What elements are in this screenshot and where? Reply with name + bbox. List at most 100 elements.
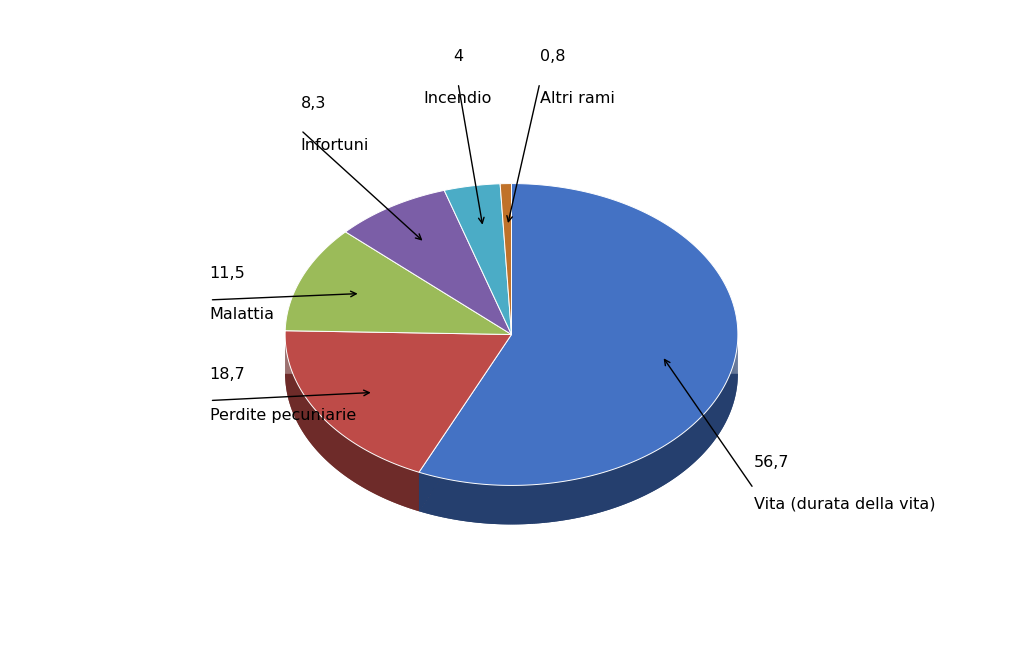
Polygon shape — [702, 415, 703, 455]
Polygon shape — [597, 474, 599, 513]
Polygon shape — [691, 426, 692, 466]
Polygon shape — [420, 473, 422, 512]
Polygon shape — [613, 469, 615, 508]
Polygon shape — [623, 465, 625, 504]
Polygon shape — [491, 485, 493, 524]
Text: 11,5: 11,5 — [210, 266, 246, 281]
Polygon shape — [683, 432, 685, 472]
Polygon shape — [444, 478, 445, 518]
Polygon shape — [664, 445, 666, 485]
Polygon shape — [567, 480, 569, 520]
Polygon shape — [642, 457, 643, 497]
Polygon shape — [647, 455, 649, 494]
Polygon shape — [522, 485, 524, 524]
Polygon shape — [698, 419, 699, 460]
Polygon shape — [625, 464, 627, 504]
Polygon shape — [682, 432, 683, 472]
Polygon shape — [669, 442, 670, 482]
Polygon shape — [609, 470, 611, 510]
Polygon shape — [583, 477, 585, 516]
Polygon shape — [688, 427, 691, 467]
Text: 56,7: 56,7 — [754, 455, 789, 470]
Polygon shape — [611, 470, 613, 509]
Polygon shape — [516, 486, 518, 524]
Polygon shape — [701, 416, 702, 456]
Polygon shape — [541, 484, 543, 523]
Polygon shape — [438, 477, 440, 516]
Polygon shape — [499, 485, 501, 524]
Polygon shape — [661, 447, 663, 487]
Polygon shape — [667, 444, 669, 483]
Polygon shape — [449, 480, 451, 519]
Polygon shape — [500, 183, 512, 334]
Polygon shape — [471, 483, 473, 522]
Polygon shape — [419, 373, 738, 524]
Polygon shape — [509, 486, 512, 524]
Polygon shape — [505, 486, 507, 524]
Polygon shape — [615, 468, 616, 508]
Polygon shape — [463, 482, 465, 521]
Polygon shape — [686, 429, 687, 470]
Polygon shape — [622, 466, 623, 505]
Text: 8,3: 8,3 — [301, 96, 326, 111]
Polygon shape — [673, 440, 674, 480]
Polygon shape — [455, 481, 457, 520]
Polygon shape — [687, 428, 688, 468]
Polygon shape — [699, 419, 700, 458]
Polygon shape — [473, 483, 475, 522]
Polygon shape — [637, 460, 638, 499]
Polygon shape — [481, 484, 483, 523]
Polygon shape — [440, 478, 442, 517]
Polygon shape — [562, 482, 564, 520]
Polygon shape — [627, 464, 628, 503]
Polygon shape — [528, 485, 529, 524]
Polygon shape — [654, 452, 655, 491]
Polygon shape — [577, 478, 579, 518]
Polygon shape — [652, 452, 654, 492]
Polygon shape — [543, 484, 545, 523]
Polygon shape — [285, 330, 512, 472]
Polygon shape — [602, 472, 604, 512]
Polygon shape — [453, 480, 455, 520]
Polygon shape — [564, 481, 566, 520]
Polygon shape — [628, 463, 630, 502]
Polygon shape — [537, 484, 539, 523]
Polygon shape — [660, 448, 661, 488]
Polygon shape — [489, 484, 491, 524]
Polygon shape — [705, 411, 706, 452]
Polygon shape — [700, 417, 701, 458]
Polygon shape — [632, 462, 633, 501]
Polygon shape — [674, 438, 675, 478]
Polygon shape — [703, 414, 704, 454]
Polygon shape — [524, 485, 526, 524]
Polygon shape — [497, 485, 499, 524]
Polygon shape — [487, 484, 489, 524]
Polygon shape — [620, 466, 622, 506]
Polygon shape — [670, 442, 671, 481]
Polygon shape — [551, 483, 553, 522]
Polygon shape — [646, 456, 647, 495]
Polygon shape — [618, 467, 620, 506]
Polygon shape — [571, 480, 573, 519]
Polygon shape — [427, 474, 429, 514]
Polygon shape — [526, 485, 528, 524]
Polygon shape — [436, 477, 438, 516]
Polygon shape — [547, 483, 549, 522]
Polygon shape — [533, 484, 535, 524]
Polygon shape — [573, 480, 575, 518]
Polygon shape — [566, 481, 567, 520]
Polygon shape — [285, 232, 512, 334]
Polygon shape — [429, 475, 431, 514]
Polygon shape — [604, 472, 606, 511]
Polygon shape — [555, 482, 558, 522]
Polygon shape — [575, 479, 577, 518]
Polygon shape — [459, 481, 461, 520]
Polygon shape — [485, 484, 487, 524]
Polygon shape — [419, 183, 738, 486]
Polygon shape — [419, 472, 420, 512]
Polygon shape — [560, 482, 562, 521]
Polygon shape — [630, 462, 632, 502]
Polygon shape — [549, 483, 551, 522]
Polygon shape — [434, 476, 436, 516]
Polygon shape — [501, 485, 503, 524]
